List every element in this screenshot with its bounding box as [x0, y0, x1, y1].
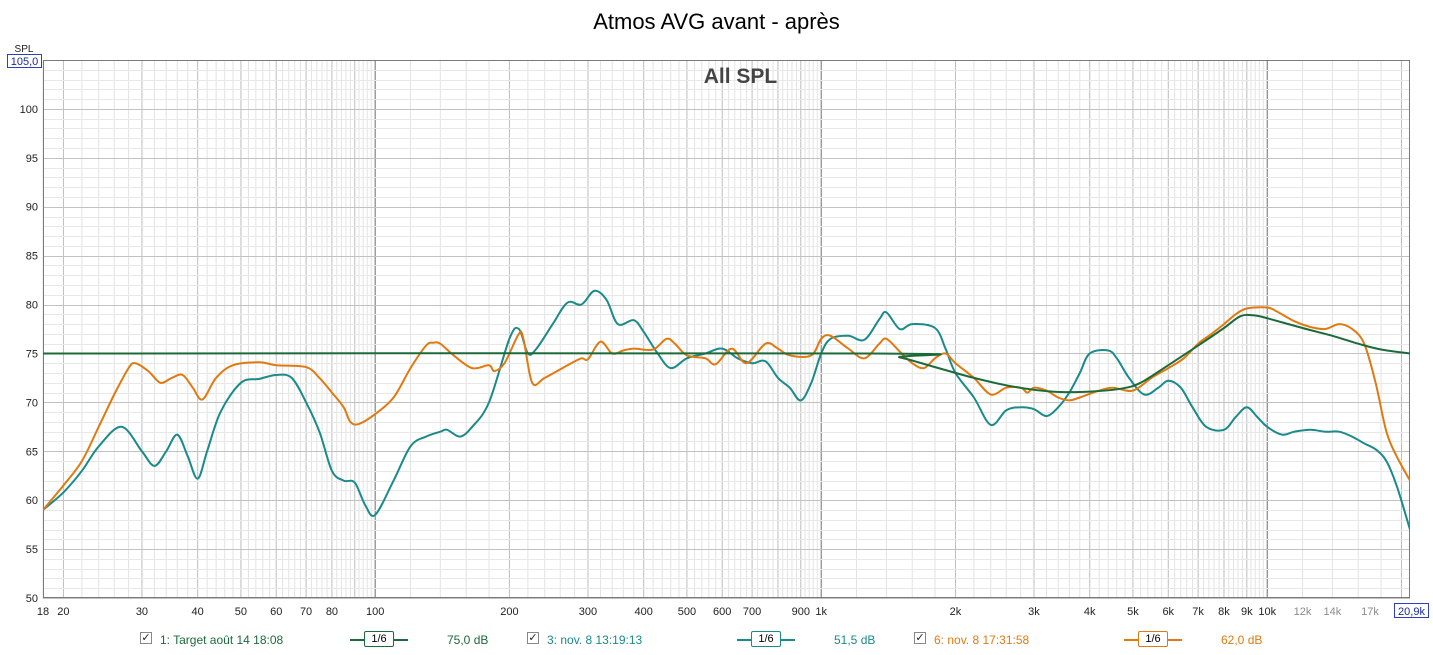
x-tick-label: 70	[300, 606, 312, 618]
legend: ✓ 1: Target août 14 18:08 1/6 75,0 dB ✓ …	[0, 630, 1433, 652]
y-axis-label: SPL	[15, 44, 34, 55]
x-tick-label: 80	[326, 606, 338, 618]
target-smoothing-button[interactable]: 1/6	[350, 630, 410, 650]
x-tick-label: 6k	[1162, 606, 1174, 618]
plot-border	[43, 60, 1410, 598]
y-tick-label: 85	[26, 251, 38, 263]
series-target-line	[43, 313, 1410, 394]
x-tick-label: 8k	[1218, 606, 1230, 618]
plot-area	[43, 60, 1410, 598]
x-tick-label: 30	[136, 606, 148, 618]
y-tick-label: 65	[26, 446, 38, 458]
x-tick-label: 300	[579, 606, 597, 618]
x-tick-label: 5k	[1127, 606, 1139, 618]
x-max-box	[1394, 603, 1429, 618]
measure-3-smoothing-label: 1/6	[751, 631, 781, 647]
y-tick-label: 50	[26, 593, 38, 605]
y-max-value: 105,0	[11, 56, 39, 68]
x-tick-label: 50	[235, 606, 247, 618]
target-label: 1: Target août 14 18:08	[160, 633, 284, 647]
series-measure-6-line	[43, 306, 1410, 511]
x-tick-label: 10k	[1258, 606, 1276, 618]
x-tick-label: 18	[37, 606, 49, 618]
measure-6-checkbox[interactable]: ✓	[914, 632, 926, 644]
target-checkbox[interactable]: ✓	[140, 632, 152, 644]
x-tick-label: 900	[792, 606, 810, 618]
series-measure-3-line	[43, 289, 1410, 530]
measure-6-value: 62,0 dB	[1221, 633, 1263, 647]
x-tick-label: 700	[743, 606, 761, 618]
measure-6-smoothing-label: 1/6	[1138, 631, 1168, 647]
x-tick-label: 40	[192, 606, 204, 618]
x-tick-label: 9k	[1241, 606, 1253, 618]
y-tick-label: 60	[26, 495, 38, 507]
x-tick-label: 4k	[1084, 606, 1096, 618]
y-tick-label: 100	[20, 104, 38, 116]
x-tick-label: 60	[270, 606, 282, 618]
chart-subtitle: All SPL	[704, 65, 778, 88]
x-tick-label: 1k	[815, 606, 827, 618]
x-tick-label: 100	[366, 606, 384, 618]
measure-6-smoothing-button[interactable]: 1/6	[1124, 630, 1184, 650]
target-value: 75,0 dB	[447, 633, 489, 647]
measure-3-checkbox[interactable]: ✓	[527, 632, 539, 644]
x-tick-label: 200	[500, 606, 518, 618]
x-tick-label: 20	[57, 606, 69, 618]
x-tick-label: 500	[678, 606, 696, 618]
measure-3-label: 3: nov. 8 13:19:13	[547, 633, 643, 647]
y-tick-label: 55	[26, 544, 38, 556]
measure-6-label: 6: nov. 8 17:31:58	[934, 633, 1030, 647]
x-tick-label: 7k	[1192, 606, 1204, 618]
y-tick-label: 80	[26, 300, 38, 312]
y-tick-label: 75	[26, 348, 38, 360]
y-tick-label: 95	[26, 153, 38, 165]
x-tick-label: 400	[635, 606, 653, 618]
x-tick-label: 2k	[950, 606, 962, 618]
x-tick-label: 12k	[1294, 606, 1312, 618]
x-max-value: 20,9k	[1398, 606, 1425, 618]
x-tick-label: 17k	[1361, 606, 1379, 618]
chart-title: Atmos AVG avant - après	[593, 9, 840, 34]
y-max-box	[7, 54, 42, 68]
measure-3-value: 51,5 dB	[834, 633, 876, 647]
y-tick-label: 90	[26, 202, 38, 214]
measure-3-smoothing-button[interactable]: 1/6	[737, 630, 797, 650]
target-smoothing-label: 1/6	[364, 631, 394, 647]
x-tick-label: 600	[713, 606, 731, 618]
x-tick-label: 14k	[1324, 606, 1342, 618]
y-tick-label: 70	[26, 397, 38, 409]
x-tick-label: 3k	[1028, 606, 1040, 618]
